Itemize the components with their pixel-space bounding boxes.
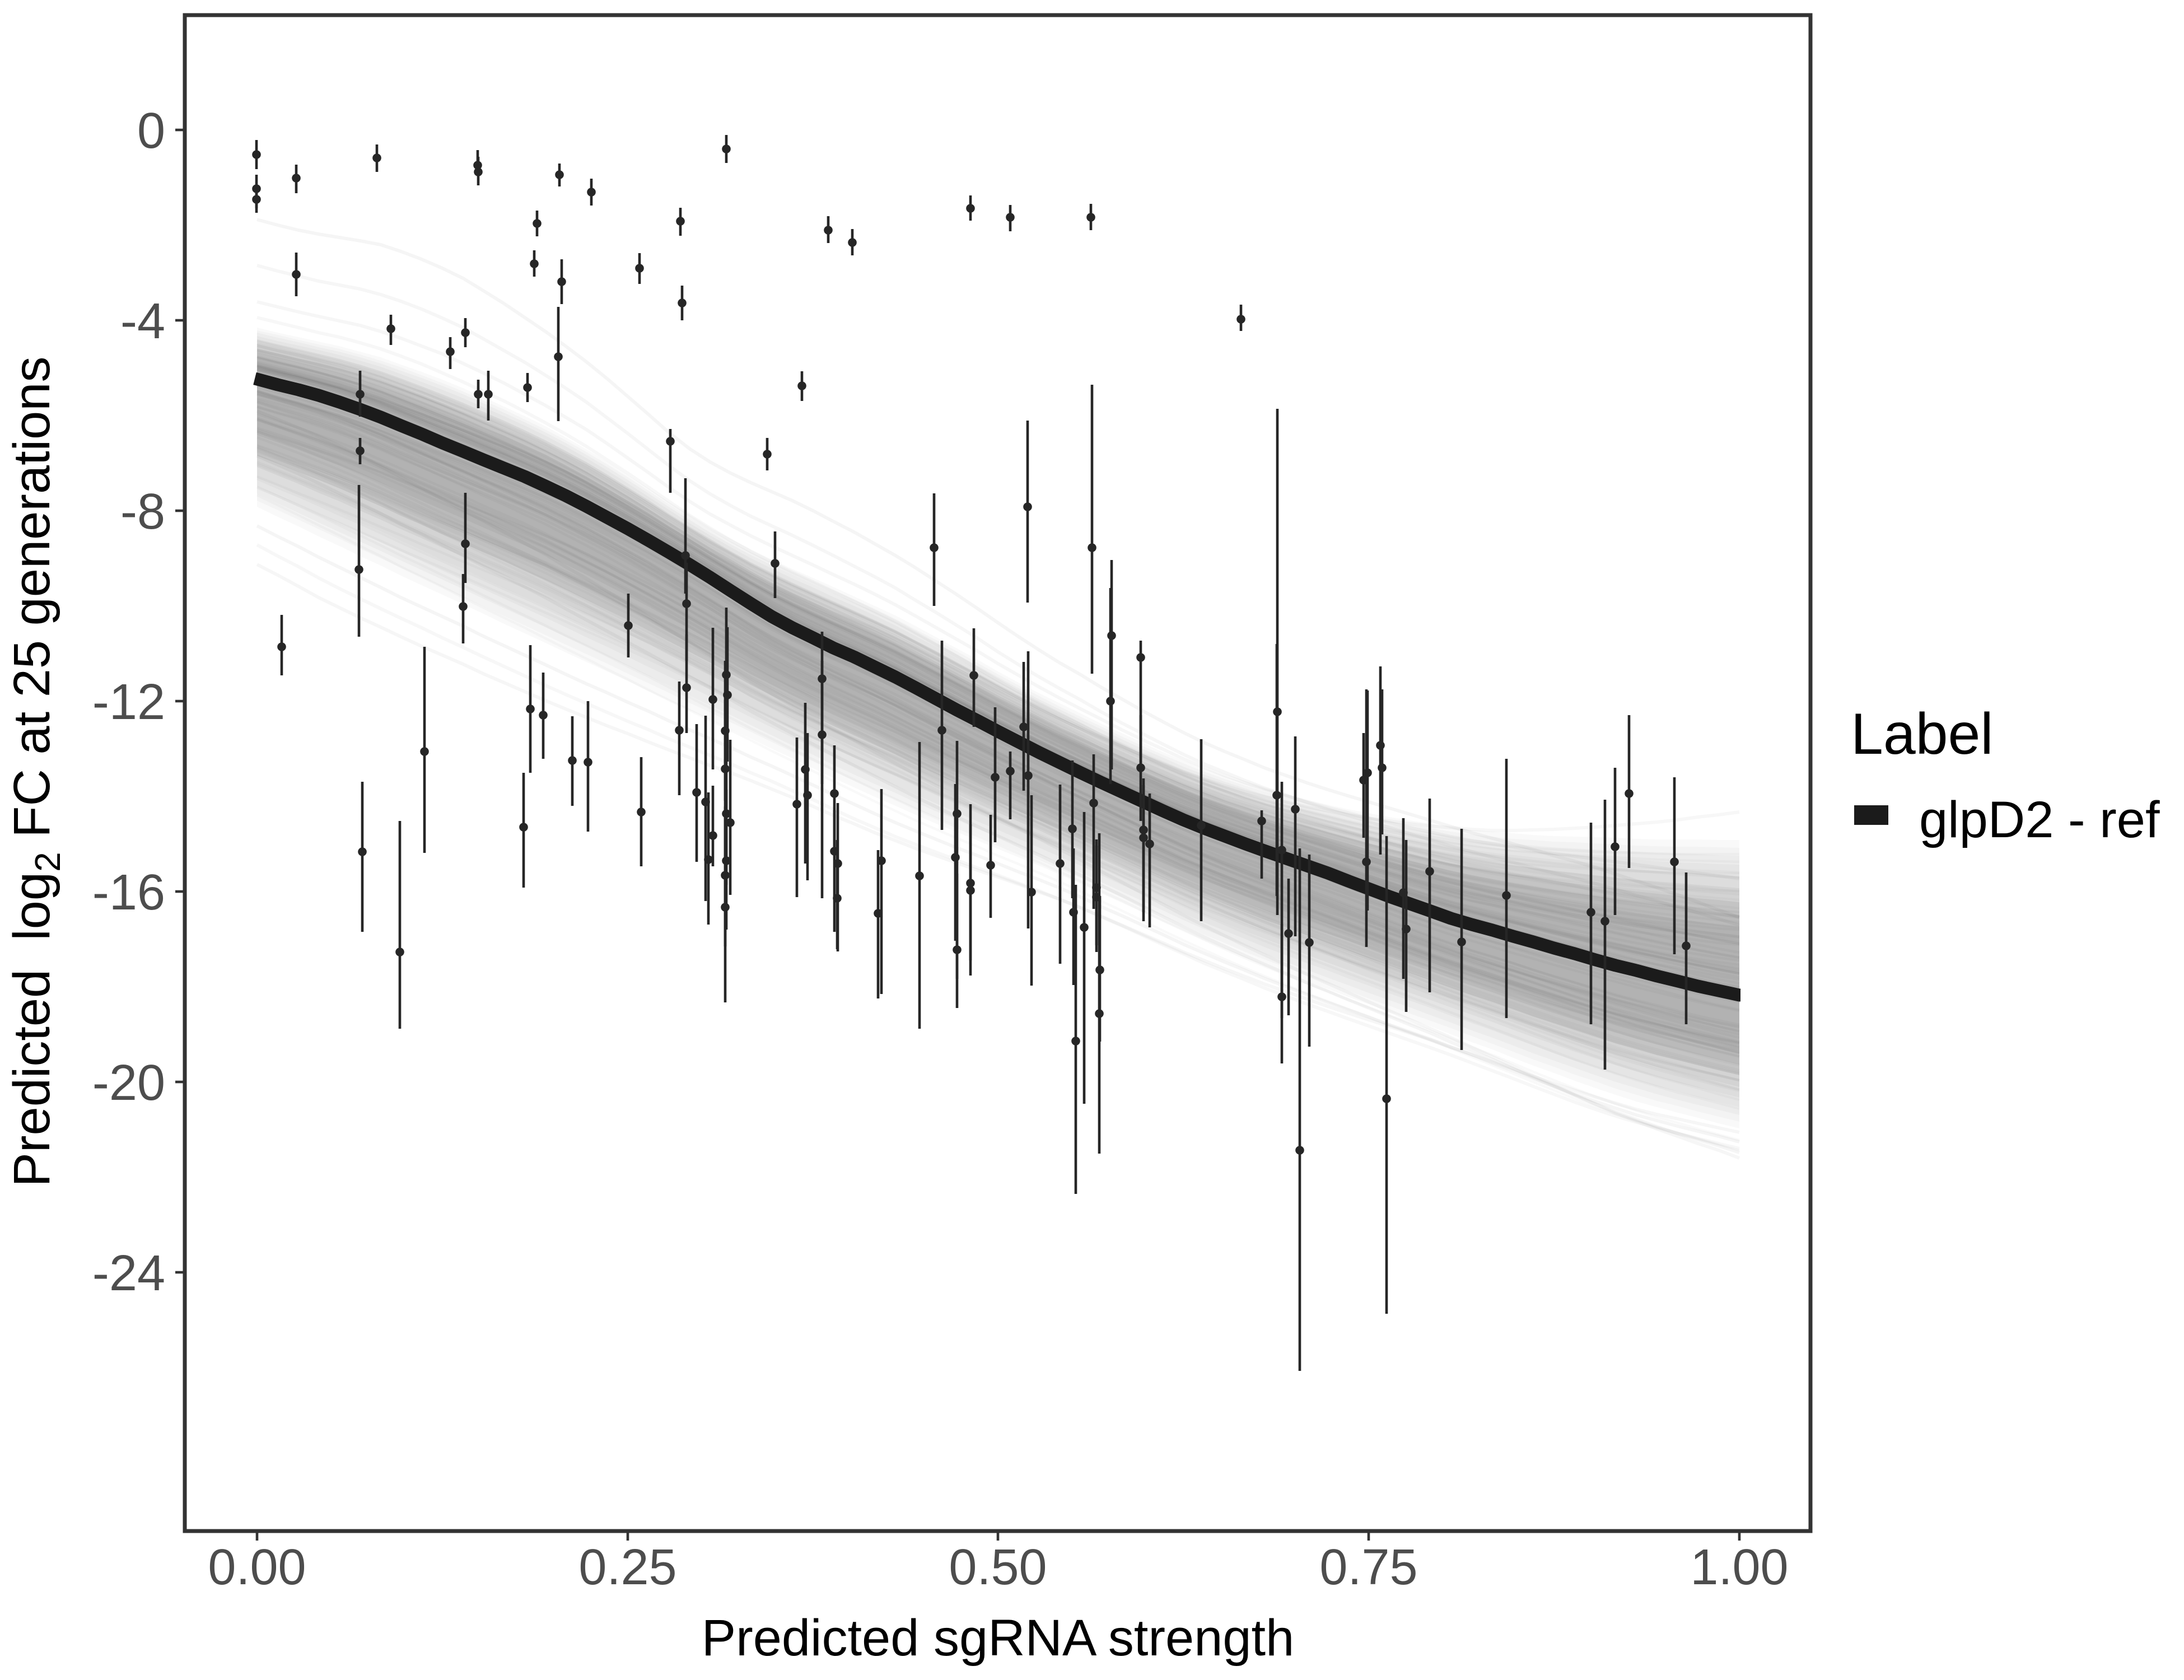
svg-text:-12: -12 (92, 674, 165, 730)
svg-text:0.00: 0.00 (208, 1539, 306, 1595)
svg-text:0.25: 0.25 (578, 1539, 676, 1595)
svg-text:Predicted sgRNA strength: Predicted sgRNA strength (702, 1609, 1295, 1667)
svg-text:glpD2 - ref: glpD2 - ref (1919, 791, 2160, 848)
svg-text:1.00: 1.00 (1690, 1539, 1788, 1595)
svg-text:-16: -16 (92, 865, 165, 921)
svg-text:0.50: 0.50 (949, 1539, 1047, 1595)
svg-text:-4: -4 (120, 293, 165, 349)
svg-text:-8: -8 (120, 484, 165, 540)
svg-text:Label: Label (1851, 702, 1993, 767)
svg-text:0: 0 (137, 103, 165, 159)
svg-text:Predicted log2 FC at 25 gener: Predicted log2 FC at 25 generations (3, 357, 68, 1187)
svg-text:-20: -20 (92, 1055, 165, 1111)
svg-text:-24: -24 (92, 1245, 165, 1301)
svg-text:0.75: 0.75 (1319, 1539, 1417, 1595)
